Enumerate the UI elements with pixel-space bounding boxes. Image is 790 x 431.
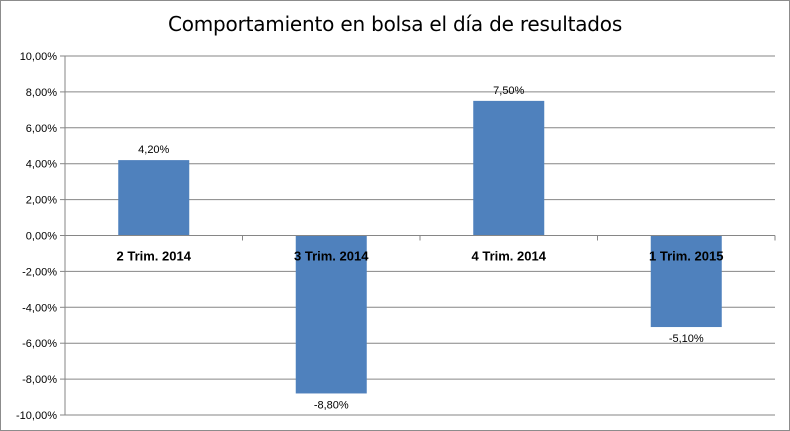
y-tick-label: -10,00% xyxy=(16,410,57,422)
data-label: -5,10% xyxy=(669,333,704,345)
y-tick-label: -8,00% xyxy=(22,374,57,386)
y-tick-label: 10,00% xyxy=(20,51,58,63)
data-label: 7,50% xyxy=(493,85,524,97)
y-tick-label: 6,00% xyxy=(26,123,57,135)
category-label: 2 Trim. 2014 xyxy=(117,249,192,264)
bar xyxy=(650,235,722,328)
bar xyxy=(473,100,545,236)
y-tick-label: 0,00% xyxy=(26,231,57,243)
category-label: 1 Trim. 2015 xyxy=(649,249,723,264)
bar xyxy=(118,160,190,236)
y-tick-label: 4,00% xyxy=(26,159,57,171)
category-label: 4 Trim. 2014 xyxy=(472,249,547,264)
chart-title: Comportamiento en bolsa el día de result… xyxy=(167,12,623,36)
y-tick-label: -4,00% xyxy=(22,302,57,314)
y-tick-label: 2,00% xyxy=(26,195,57,207)
data-label: -8,80% xyxy=(314,399,349,411)
category-label: 3 Trim. 2014 xyxy=(294,249,369,264)
y-tick-label: -6,00% xyxy=(22,338,57,350)
y-tick-label: 8,00% xyxy=(26,87,57,99)
data-label: 4,20% xyxy=(138,144,169,156)
y-tick-label: -2,00% xyxy=(22,266,57,278)
bar xyxy=(295,235,367,394)
